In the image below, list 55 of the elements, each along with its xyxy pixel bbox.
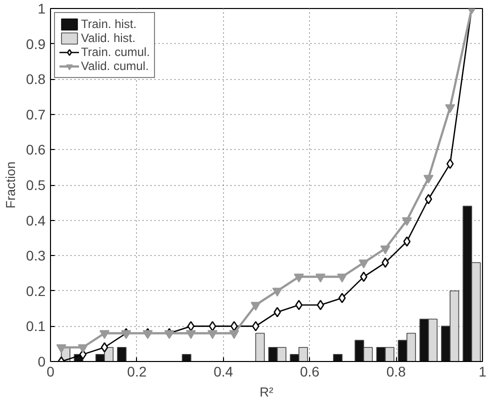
point <box>360 272 368 282</box>
y-tick-label: 0.3 <box>26 248 46 264</box>
y-tick-label: 0.5 <box>26 177 46 193</box>
point <box>208 330 218 339</box>
x-tick-label: 0.2 <box>127 364 147 380</box>
point <box>252 321 260 332</box>
point <box>186 330 196 339</box>
y-tick-label: 0.2 <box>26 282 46 299</box>
y-tick-label: 0.9 <box>26 36 46 52</box>
point <box>229 330 240 339</box>
point <box>100 342 108 353</box>
legend-label: Train. hist. <box>81 17 137 31</box>
point <box>402 217 412 226</box>
point <box>78 344 88 354</box>
point <box>403 236 411 247</box>
y-tick-label: 0.6 <box>26 142 46 158</box>
x-tick-label: 0.8 <box>386 364 406 380</box>
x-axis-title: R² <box>260 384 274 400</box>
point <box>445 104 456 114</box>
point <box>358 260 369 268</box>
point <box>56 344 66 354</box>
y-tick-label: 0.7 <box>26 106 46 122</box>
y-tick-label: 0.4 <box>26 212 46 228</box>
bar <box>255 332 265 362</box>
point <box>382 258 389 268</box>
legend-label: Valid. cumul. <box>81 59 149 73</box>
point <box>208 321 216 332</box>
point <box>316 300 324 310</box>
point <box>337 274 348 282</box>
legend-label: Train. cumul. <box>81 45 150 59</box>
y-tick-label: 1 <box>38 0 46 16</box>
point <box>338 292 346 304</box>
bar <box>182 354 192 362</box>
y-tick-label: 0.8 <box>26 71 46 88</box>
legend-label: Valid. hist. <box>81 31 136 45</box>
y-tick-label: 0.1 <box>26 318 46 334</box>
point <box>446 158 454 169</box>
point <box>424 194 432 204</box>
bar <box>117 346 126 362</box>
point <box>187 321 195 332</box>
point <box>380 245 390 254</box>
x-tick-label: 1 <box>478 364 487 380</box>
y-tick-label: 0 <box>38 354 46 370</box>
point <box>424 174 434 184</box>
point <box>294 274 304 282</box>
point <box>230 321 238 332</box>
point <box>250 302 261 311</box>
point <box>100 330 110 339</box>
y-axis-title: Fraction <box>3 162 18 208</box>
point <box>316 274 326 282</box>
x-tick-label: 0.6 <box>300 364 320 380</box>
bar <box>333 354 342 362</box>
point <box>272 288 282 297</box>
x-tick-label: 0.4 <box>214 364 234 380</box>
point <box>295 300 303 310</box>
